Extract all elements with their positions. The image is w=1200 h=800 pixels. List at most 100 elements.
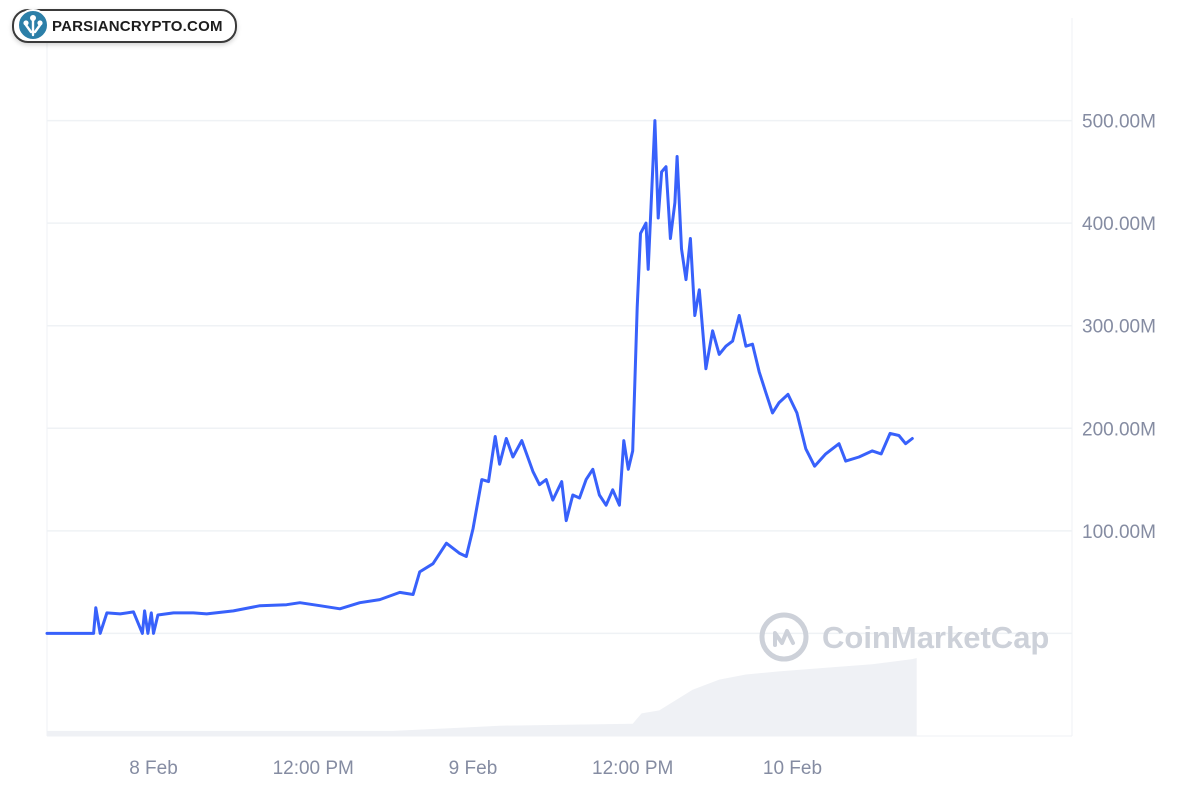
data-point bbox=[718, 353, 720, 356]
data-point bbox=[665, 165, 667, 168]
data-point bbox=[418, 571, 421, 573]
data-point bbox=[911, 437, 914, 440]
data-point bbox=[379, 598, 381, 601]
x-tick-label: 12:00 PM bbox=[592, 758, 673, 779]
data-point bbox=[657, 217, 659, 219]
data-point bbox=[545, 478, 547, 481]
data-point bbox=[647, 268, 649, 271]
data-point bbox=[465, 555, 468, 558]
data-point bbox=[765, 391, 767, 394]
data-point bbox=[458, 552, 461, 555]
data-point bbox=[880, 453, 882, 455]
data-point bbox=[585, 478, 587, 481]
data-point bbox=[645, 222, 647, 224]
data-point bbox=[639, 232, 642, 235]
data-point bbox=[627, 468, 630, 471]
data-point bbox=[521, 439, 523, 442]
y-axis-ticks: 100.00M 200.00M 300.00M 400.00M 500.00M bbox=[1082, 112, 1156, 543]
data-point bbox=[150, 612, 153, 614]
x-axis-ticks: 8 Feb 12:00 PM 9 Feb 12:00 PM 10 Feb bbox=[129, 758, 822, 779]
data-point bbox=[705, 368, 707, 370]
data-point bbox=[592, 468, 594, 471]
data-point bbox=[654, 119, 656, 122]
data-point bbox=[92, 632, 95, 635]
data-point bbox=[694, 314, 696, 317]
data-point bbox=[481, 478, 483, 481]
data-point bbox=[605, 504, 607, 507]
data-point bbox=[711, 330, 714, 332]
data-point bbox=[824, 453, 827, 455]
data-point bbox=[285, 603, 288, 606]
data-point bbox=[552, 499, 554, 501]
data-point bbox=[844, 460, 847, 462]
data-point bbox=[538, 483, 541, 486]
x-tick-label: 8 Feb bbox=[129, 758, 178, 779]
x-tick-label: 9 Feb bbox=[449, 758, 498, 779]
data-point bbox=[560, 480, 563, 483]
data-point bbox=[445, 542, 448, 544]
data-point bbox=[787, 393, 789, 396]
data-point bbox=[498, 463, 501, 466]
parsiancrypto-logo-icon bbox=[17, 9, 49, 41]
data-point bbox=[106, 612, 108, 614]
data-point bbox=[751, 343, 754, 346]
data-point bbox=[432, 562, 434, 565]
data-point bbox=[299, 601, 301, 604]
data-point bbox=[676, 155, 678, 158]
data-point bbox=[660, 171, 663, 173]
data-point bbox=[172, 612, 175, 614]
data-point bbox=[623, 439, 625, 442]
data-point bbox=[232, 610, 235, 612]
coinmarketcap-logo-icon bbox=[759, 612, 809, 662]
data-point bbox=[898, 434, 900, 437]
x-tick-label: 10 Feb bbox=[763, 758, 822, 779]
data-point bbox=[631, 450, 634, 452]
data-point bbox=[494, 435, 497, 438]
data-point bbox=[259, 604, 261, 607]
coinmarketcap-watermark-text: CoinMarketCap bbox=[822, 620, 1049, 655]
data-point bbox=[745, 345, 747, 348]
series-points bbox=[46, 119, 914, 635]
y-tick-label: 200.00M bbox=[1082, 419, 1156, 440]
data-point bbox=[319, 604, 321, 607]
data-point bbox=[132, 611, 135, 613]
data-point bbox=[119, 613, 121, 615]
data-point bbox=[904, 442, 907, 445]
data-point bbox=[99, 632, 101, 635]
data-point bbox=[157, 614, 159, 616]
data-point bbox=[796, 412, 798, 414]
data-point bbox=[813, 465, 816, 468]
data-point bbox=[778, 401, 780, 404]
data-point bbox=[487, 480, 490, 483]
data-point bbox=[685, 278, 687, 281]
x-tick-label: 12:00 PM bbox=[273, 758, 354, 779]
data-point bbox=[359, 601, 361, 604]
y-tick-label: 500.00M bbox=[1082, 112, 1156, 133]
data-point bbox=[698, 289, 701, 291]
volume-area bbox=[47, 658, 917, 736]
data-point bbox=[636, 306, 638, 309]
data-point bbox=[412, 593, 414, 596]
coinmarketcap-watermark: CoinMarketCap bbox=[759, 612, 1049, 662]
y-tick-label: 400.00M bbox=[1082, 214, 1156, 235]
data-point bbox=[565, 519, 567, 522]
data-point bbox=[152, 632, 155, 635]
data-point bbox=[618, 504, 621, 507]
data-point bbox=[725, 345, 727, 348]
data-point bbox=[669, 237, 672, 240]
parsiancrypto-badge-text: PARSIANCRYPTO.COM bbox=[52, 17, 223, 35]
y-tick-label: 300.00M bbox=[1082, 317, 1156, 338]
data-point bbox=[399, 591, 401, 594]
data-point bbox=[731, 340, 734, 342]
data-point bbox=[147, 632, 149, 635]
data-point bbox=[143, 610, 146, 612]
data-point bbox=[738, 314, 740, 317]
data-point bbox=[611, 489, 614, 491]
data-point bbox=[858, 456, 860, 458]
data-point bbox=[205, 613, 208, 615]
data-point bbox=[141, 632, 144, 635]
data-point bbox=[680, 248, 683, 250]
data-point bbox=[771, 412, 774, 414]
series-line bbox=[45, 119, 914, 635]
